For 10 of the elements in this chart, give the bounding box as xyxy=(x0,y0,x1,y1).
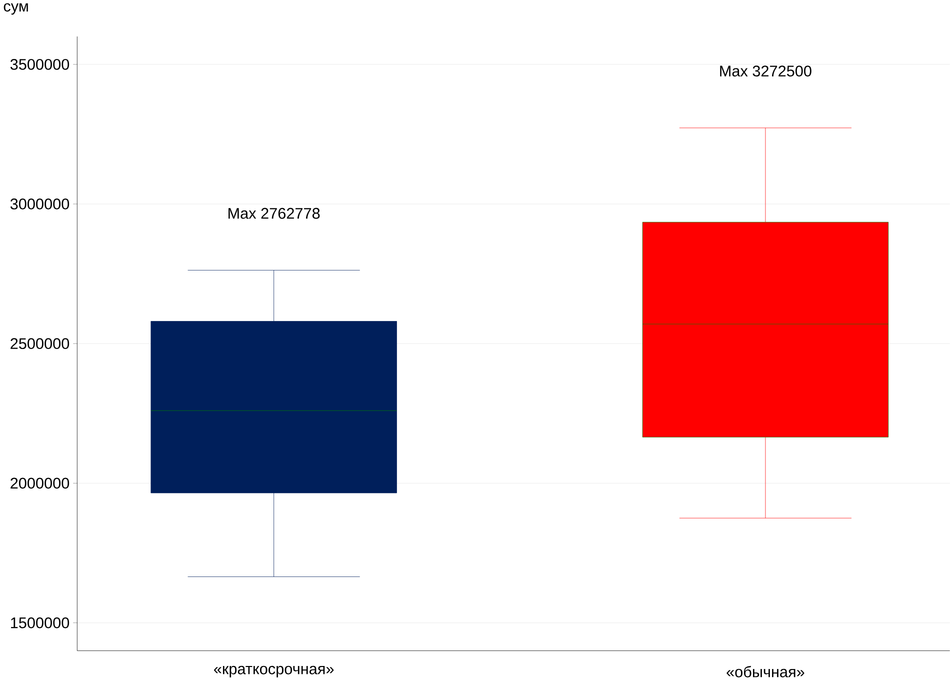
annotation: Max 3272500 xyxy=(720,66,812,77)
y-tick-label: 3000000 xyxy=(10,198,70,210)
y-axis-title: сум xyxy=(4,3,28,15)
y-tick-label: 1500000 xyxy=(11,618,70,628)
y-tick-label: 3500000 xyxy=(10,59,70,70)
y-tick-label: 2000000 xyxy=(10,478,70,489)
y-tick-label: 2500000 xyxy=(10,338,70,350)
x-tick-label: «краткосрочная» xyxy=(214,666,334,678)
x-tick-label: «обычная» xyxy=(726,666,804,678)
annotation: Max 2762778 xyxy=(228,208,320,220)
